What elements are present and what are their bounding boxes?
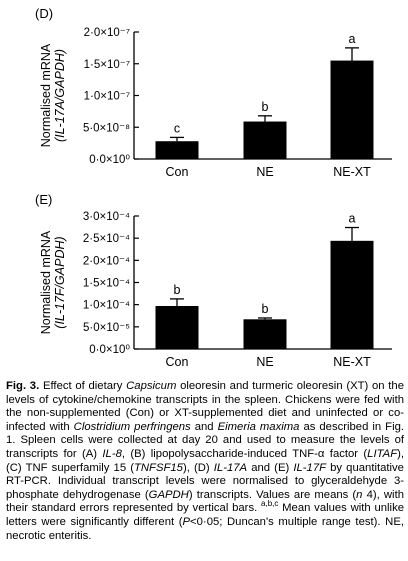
caption-segment: 4), with their standard errors represent… xyxy=(6,488,404,515)
bar-ne xyxy=(243,121,287,159)
y-tick-label: 1·0×10⁻⁴ xyxy=(83,300,130,312)
caption-segment: P xyxy=(182,515,191,528)
x-category-label: NE-XT xyxy=(333,165,371,179)
y-axis-label: Normalised mRNA xyxy=(39,43,53,147)
y-tick-label: 2·0×10⁻⁴ xyxy=(83,255,130,267)
y-tick-label: 1·0×10⁻⁷ xyxy=(84,91,130,103)
caption-segment: GAPDH xyxy=(148,488,189,501)
significance-letter: a xyxy=(349,212,356,226)
caption-segment: as described in Fig. 1. Spleen cells wer… xyxy=(6,420,405,460)
y-tick-label: 1·5×10⁻⁴ xyxy=(83,278,130,290)
caption-segment: ), (D) xyxy=(182,461,214,474)
caption-segment: ) transcripts. Values are means ( xyxy=(188,488,357,501)
x-category-label: Con xyxy=(166,165,189,179)
y-tick-label: 1·5×10⁻⁷ xyxy=(84,59,130,71)
significance-letter: b xyxy=(174,283,181,297)
y-tick-label: 0·0×10⁰ xyxy=(89,344,130,356)
significance-letter: b xyxy=(262,100,269,114)
caption-segment: Eimeria maxima xyxy=(217,420,300,433)
panel-label-d: (D) xyxy=(35,6,54,21)
caption-segment: Effect of dietary xyxy=(39,380,127,392)
caption-segment: IL-8 xyxy=(102,447,122,460)
y-tick-label: 0·0×10⁰ xyxy=(89,154,130,166)
caption-segment: IL-17F xyxy=(293,461,327,474)
panel-label-e: (E) xyxy=(35,192,53,207)
caption-segment: oleoresin and turmeric oleoresin (XT) on… xyxy=(6,380,405,433)
caption-segment: and (E) xyxy=(247,461,294,474)
y-tick-label: 3·0×10⁻⁴ xyxy=(83,211,130,223)
caption-segment: IL-17A xyxy=(213,461,248,474)
figure-caption: Fig. 3. Effect of dietary Capsicum oleor… xyxy=(6,380,404,543)
bar-ne-xt xyxy=(330,60,374,160)
caption-segment: <0·05; Duncan's multiple range test). NE… xyxy=(6,515,404,542)
y-tick-label: 5·0×10⁻⁸ xyxy=(83,122,130,134)
y-tick-label: 5·0×10⁻⁵ xyxy=(83,322,130,334)
caption-segment: Mean values with unlike letters were sig… xyxy=(6,502,404,528)
caption-segment: LITAF xyxy=(367,447,398,460)
x-category-label: NE xyxy=(256,165,273,179)
x-category-label: NE xyxy=(256,355,273,369)
y-axis-sublabel: (IL-17F/GAPDH) xyxy=(53,236,67,328)
x-category-label: Con xyxy=(166,355,189,369)
caption-segment: and xyxy=(190,420,218,433)
bar-ne xyxy=(243,319,287,349)
bar-ne-xt xyxy=(330,240,374,349)
chart-il17f: 0·0×10⁰ 5·0×10⁻⁵ 1·0×10⁻⁴ 1·5×10⁻⁴ 2·0×10⁻⁴ 2… xyxy=(39,211,392,369)
bar-con xyxy=(155,141,199,159)
caption-segment: TNFSF15 xyxy=(134,461,183,474)
y-tick-label: 2·5×10⁻⁴ xyxy=(83,233,130,245)
significance-letter: c xyxy=(174,121,180,135)
caption-segment: , (B) lipopolysaccharide-induced TNF-α f… xyxy=(121,447,368,460)
y-tick-label: 2·0×10⁻⁷ xyxy=(84,27,130,39)
significance-letter: a xyxy=(349,32,356,46)
significance-letter: b xyxy=(262,302,269,316)
bar-con xyxy=(155,305,199,349)
caption-segment: by quantitative RT-PCR. Individual trans… xyxy=(6,461,404,501)
y-axis-label: Normalised mRNA xyxy=(39,230,53,334)
y-axis-sublabel: (IL-17A/GAPDH) xyxy=(53,49,67,142)
x-category-label: NE-XT xyxy=(333,355,371,369)
caption-segment: a,b,c xyxy=(261,499,279,509)
caption-fig-label: Fig. 3. xyxy=(6,380,40,392)
caption-segment: Capsicum xyxy=(126,380,177,392)
chart-il17a: 0·0×10⁰ 5·0×10⁻⁸ 1·0×10⁻⁷ 1·5×10⁻⁷ 2·0×10⁻⁷ N… xyxy=(39,27,392,179)
caption-body: Effect of dietary Capsicum oleoresin and… xyxy=(6,380,404,542)
caption-segment: Clostridium perfringens xyxy=(73,420,191,433)
caption-segment: n xyxy=(356,488,363,501)
caption-segment: ), (C) TNF superfamily 15 ( xyxy=(6,447,404,474)
